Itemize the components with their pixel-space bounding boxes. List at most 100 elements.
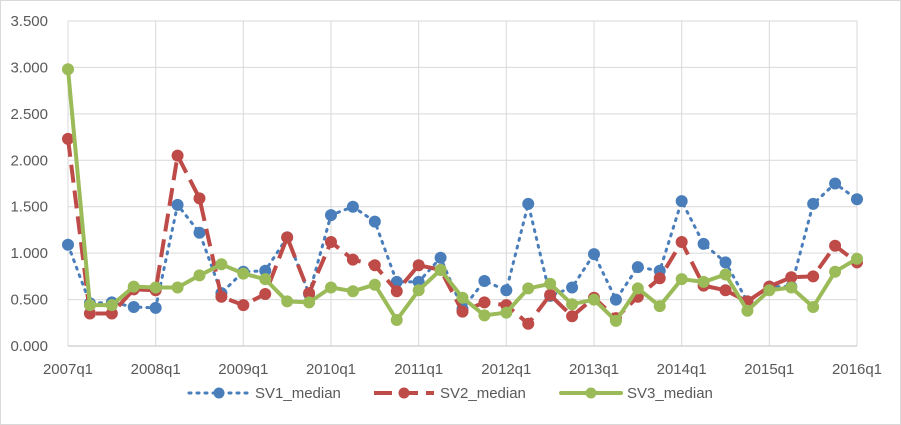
- data-point: [171, 149, 184, 162]
- data-point: [478, 309, 491, 322]
- data-point: [719, 268, 732, 281]
- data-point: [390, 285, 403, 298]
- data-point: [500, 306, 513, 319]
- legend-item-SV1_median: SV1_median: [187, 385, 341, 402]
- data-point: [588, 293, 600, 306]
- y-tick-label: 3.000: [10, 59, 48, 76]
- x-tick-label: 2010q1: [306, 361, 356, 378]
- data-point: [478, 296, 491, 309]
- data-point: [434, 263, 447, 276]
- data-point: [588, 248, 600, 261]
- data-point: [83, 299, 96, 312]
- data-point: [346, 253, 359, 266]
- data-point: [478, 275, 491, 287]
- data-point: [215, 258, 228, 271]
- data-point: [851, 252, 863, 265]
- legend-label: SV2_median: [440, 385, 526, 402]
- data-point: [62, 132, 74, 145]
- legend: SV1_median SV2_median SV3_median: [187, 385, 713, 402]
- x-tick-label: 2015q1: [744, 361, 794, 378]
- data-point: [522, 317, 535, 330]
- data-point: [237, 299, 250, 312]
- x-tick-label: 2008q1: [131, 361, 181, 378]
- data-point: [719, 256, 732, 269]
- legend-label: SV3_median: [627, 385, 713, 402]
- data-point: [719, 284, 732, 297]
- data-point: [785, 281, 798, 294]
- data-point: [697, 275, 710, 288]
- data-point: [325, 209, 337, 222]
- data-point: [127, 280, 140, 293]
- data-point: [785, 271, 798, 284]
- data-point: [829, 239, 842, 252]
- data-point: [62, 63, 74, 76]
- y-tick-label: 2.500: [10, 106, 48, 123]
- legend-item-SV3_median: SV3_median: [559, 385, 713, 402]
- data-point: [434, 251, 447, 264]
- legend-label: SV1_median: [255, 385, 341, 402]
- data-point: [829, 177, 842, 190]
- data-point: [171, 281, 184, 294]
- series-lines: [62, 63, 863, 330]
- x-tick-label: 2011q1: [394, 361, 443, 378]
- data-point: [259, 288, 272, 300]
- data-point: [390, 314, 403, 326]
- data-point: [544, 277, 557, 290]
- axes: 0.000 0.500 1.000 1.500 2.000 2.500 3.000 3.500…: [10, 13, 882, 378]
- legend-swatch-marker: [585, 387, 597, 399]
- data-point: [807, 197, 820, 210]
- data-point: [566, 298, 579, 311]
- x-tick-label: 2014q1: [657, 361, 707, 378]
- data-point: [522, 282, 535, 295]
- data-point: [368, 215, 381, 228]
- series-line: [66, 182, 859, 311]
- data-point: [171, 198, 184, 211]
- data-point: [303, 296, 316, 309]
- data-point: [412, 284, 425, 297]
- data-point: [653, 272, 666, 285]
- data-point: [851, 193, 863, 206]
- y-tick-label: 1.500: [10, 199, 48, 216]
- data-point: [631, 261, 644, 274]
- data-point: [368, 259, 381, 272]
- data-point: [456, 305, 469, 318]
- data-point: [763, 284, 776, 297]
- data-point: [544, 288, 557, 301]
- data-point: [566, 310, 579, 323]
- data-point: [566, 281, 579, 294]
- x-tick-label: 2007q1: [43, 361, 93, 378]
- data-point: [237, 267, 250, 280]
- data-point: [149, 281, 162, 294]
- y-tick-label: 1.000: [10, 245, 48, 262]
- data-point: [675, 195, 688, 208]
- data-point: [675, 236, 688, 248]
- data-point: [193, 192, 206, 205]
- data-point: [259, 273, 272, 286]
- data-point: [368, 278, 381, 291]
- data-point: [281, 295, 294, 308]
- y-tick-label: 2.000: [10, 152, 48, 169]
- data-point: [149, 301, 162, 314]
- series-SV3_median: [62, 63, 863, 327]
- data-point: [281, 231, 294, 244]
- data-point: [807, 301, 820, 313]
- data-point: [193, 269, 206, 282]
- legend-swatch-marker: [398, 387, 410, 399]
- data-point: [456, 291, 469, 304]
- data-point: [215, 290, 228, 303]
- data-point: [412, 259, 425, 272]
- data-point: [105, 299, 118, 312]
- data-point: [609, 293, 622, 306]
- x-tick-label: 2016q1: [832, 361, 882, 378]
- y-tick-label: 0.000: [10, 338, 48, 355]
- data-point: [346, 200, 359, 213]
- data-point: [697, 237, 710, 250]
- data-point: [807, 270, 820, 283]
- series-SV2_median: [62, 132, 863, 330]
- data-point: [829, 265, 842, 278]
- data-point: [609, 314, 622, 327]
- data-point: [62, 238, 74, 251]
- data-point: [675, 273, 688, 286]
